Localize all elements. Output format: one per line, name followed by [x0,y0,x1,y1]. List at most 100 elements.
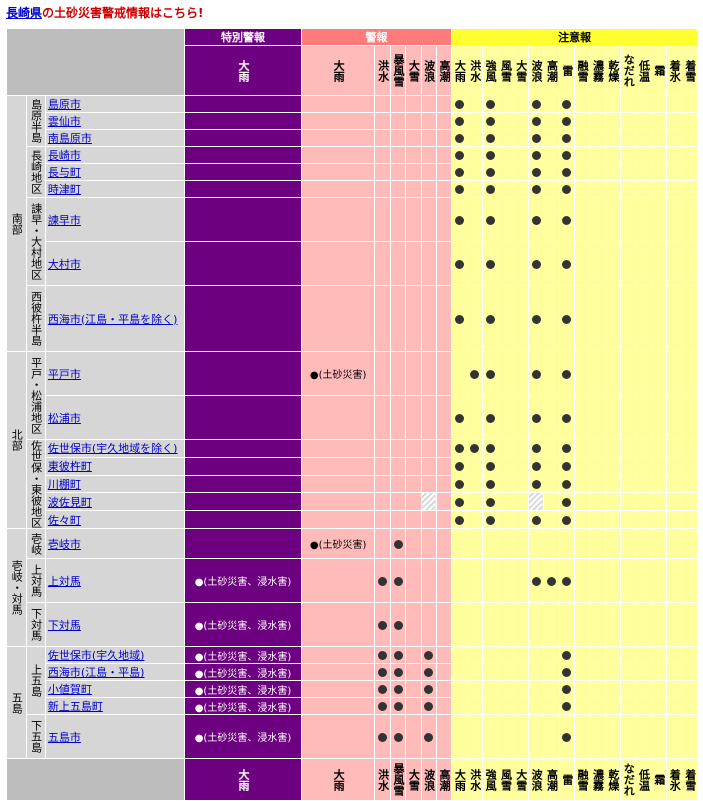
city-link[interactable]: 西海市(江島・平島を除く) [47,312,178,326]
city-link[interactable]: 大村市 [47,257,81,271]
city-link[interactable]: 佐世保市(宇久地域を除く) [47,442,178,456]
advisory-cell [573,680,591,698]
advisory-dot-icon [485,314,495,324]
advisory-dot-icon [562,685,572,694]
advisory-cell [558,602,575,647]
city-link[interactable]: 上対馬 [47,574,81,588]
special-cell [184,395,302,440]
advisory-cell [681,510,698,529]
advisory-dot-icon [562,462,572,472]
subregion-label: 平戸・松浦地区 [26,351,46,440]
city-link[interactable]: 新上五島町 [47,700,103,713]
special-cell [184,146,302,164]
city-link[interactable]: 諫早市 [47,213,81,227]
advisory-cell [650,663,668,681]
city-link[interactable]: 時津町 [47,183,81,196]
advisory-cell [573,646,591,664]
advisory-cell [543,351,560,396]
city-link[interactable]: 佐々町 [47,513,81,527]
warning-dot-icon [424,651,434,660]
city-link[interactable]: 波佐見町 [47,495,92,509]
advisory-cell [527,395,545,440]
warning-cell [435,602,453,647]
warning-cell [435,558,453,603]
city-link[interactable]: 小値賀町 [47,683,92,696]
city-link[interactable]: 西海市(江島・平島) [47,666,145,679]
city-link[interactable]: 平戸市 [47,367,81,381]
header-warning-2: 暴風雪 [389,45,407,96]
warning-cell [435,129,453,147]
advisory-dot-icon [562,117,572,126]
city-link[interactable]: 雲仙市 [47,115,81,128]
advisory-cell [512,558,529,603]
warning-cell [374,510,391,529]
advisory-cell [451,663,468,681]
header-warning-1-label: 洪水 [376,59,390,82]
advisory-cell [650,492,668,512]
city-link[interactable]: 佐世保市(宇久地域) [47,649,145,662]
advisory-cell [512,510,529,529]
warning-cell [420,602,437,647]
advisory-cell [527,163,545,181]
special-cell [184,95,302,113]
advisory-dot-icon [485,168,495,177]
advisory-dot-icon [531,151,541,160]
warning-cell [405,646,422,664]
warning-cell [374,714,391,759]
advisory-cell [481,395,499,440]
warning-cell [405,474,422,494]
city-link[interactable]: 長与町 [47,166,81,179]
header-advisory-0: 大雨 [451,45,468,96]
advisory-cell [650,474,668,494]
advisory-cell [635,474,652,494]
warning-cell [300,197,376,242]
city-link[interactable]: 東彼杵町 [47,460,92,474]
advisory-cell [620,474,637,494]
advisory-cell [635,697,652,715]
header-advisory-0-label: 大雨 [453,59,467,82]
city-link[interactable]: 島原市 [47,98,81,111]
warning-dot-icon [393,651,403,660]
advisory-cell [481,646,499,664]
city-link[interactable]: 松浦市 [47,411,81,425]
city-link[interactable]: 南島原市 [47,132,92,145]
advisory-cell [451,129,468,147]
city-cell: 西海市(江島・平島) [44,663,186,681]
city-cell: 雲仙市 [44,112,186,130]
header-advisory-11-label: なだれ [622,54,636,87]
warning-cell [389,558,407,603]
advisory-cell [466,602,483,647]
table-row: 川棚町 [7,474,698,494]
city-link[interactable]: 下対馬 [47,618,81,632]
prefecture-link[interactable]: 長崎県 [6,6,43,20]
advisory-cell [635,602,652,647]
header-advisory-13: 霜 [650,45,668,96]
warning-cell [405,146,422,164]
advisory-dot-icon [454,168,464,177]
city-link[interactable]: 壱岐市 [47,537,81,551]
city-cell: 小値賀町 [44,680,186,698]
advisory-cell [650,112,668,130]
header-advisory-12-label: 低温 [637,768,651,791]
advisory-cell [481,510,499,529]
advisory-cell [558,456,575,476]
city-link[interactable]: 川棚町 [47,477,81,491]
warning-cell [374,95,391,113]
advisory-cell [527,510,545,529]
city-link[interactable]: 五島市 [47,730,81,744]
city-cell: 五島市 [44,714,186,759]
warning-cell [435,663,453,681]
warning-cell [405,163,422,181]
advisory-dot-icon [485,515,495,525]
warning-cell [300,439,376,458]
warning-cell [420,395,437,440]
advisory-dot-icon [562,215,572,225]
warning-cell [300,95,376,113]
advisory-cell [543,285,560,352]
advisory-cell [451,241,468,286]
header-advisory-10: 乾燥 [604,45,622,96]
region-name: 五島 [10,691,24,714]
advisory-cell [573,510,591,529]
table-row: 雲仙市 [7,112,698,130]
city-link[interactable]: 長崎市 [47,149,81,162]
